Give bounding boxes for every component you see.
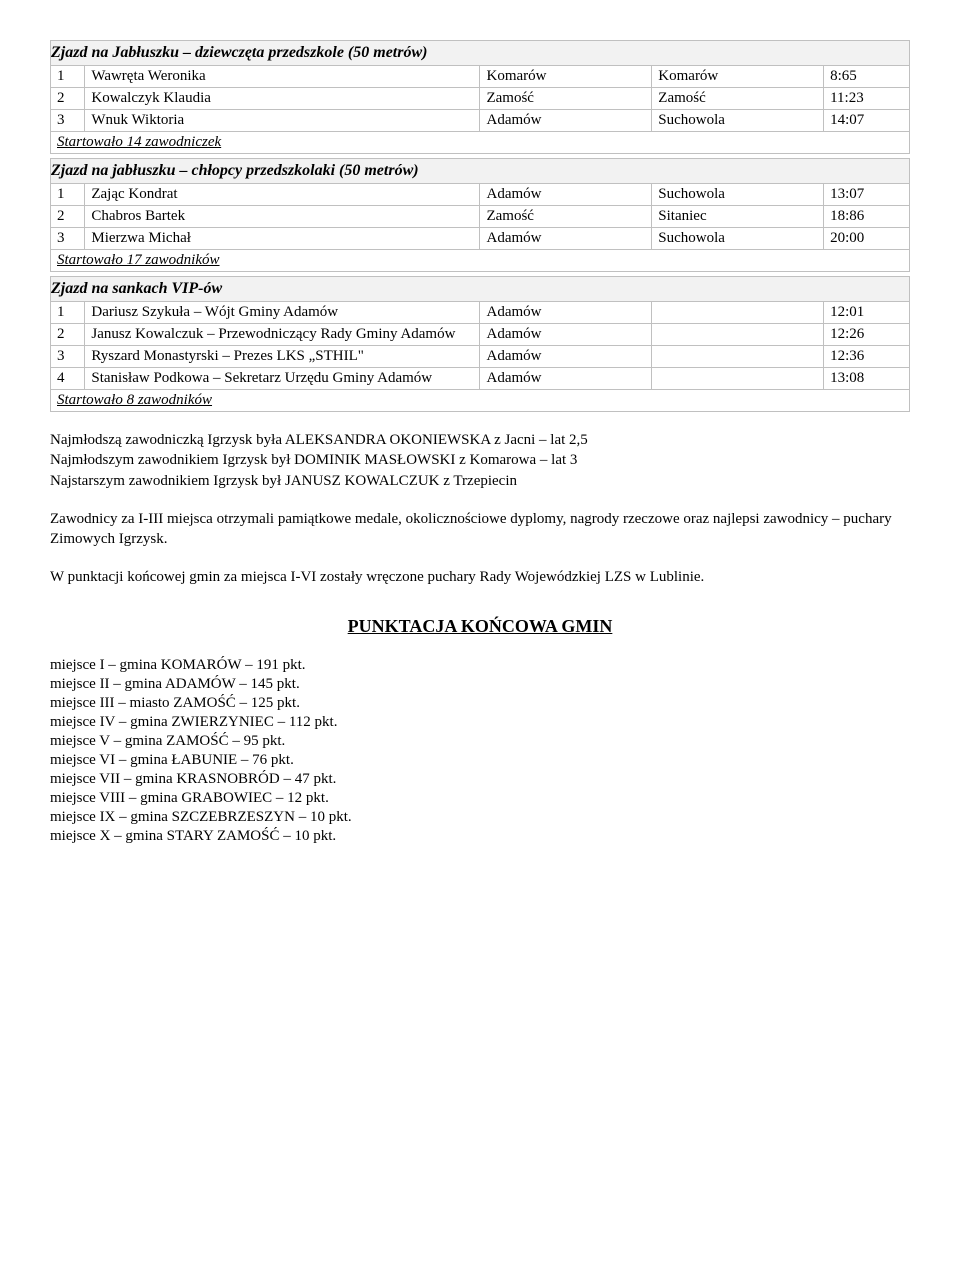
name-cell: Janusz Kowalczuk – Przewodniczący Rady G…: [85, 324, 480, 346]
time-cell: 12:01: [824, 302, 910, 324]
rank-cell: 3: [51, 346, 85, 368]
time-cell: 12:26: [824, 324, 910, 346]
rank-cell: 4: [51, 368, 85, 390]
city-cell: Komarów: [480, 66, 652, 88]
club-cell: Suchowola: [652, 184, 824, 206]
time-cell: 14:07: [824, 110, 910, 132]
rank-cell: 1: [51, 66, 85, 88]
club-cell: Suchowola: [652, 228, 824, 250]
section-title: Zjazd na jabłuszku – chłopcy przedszkola…: [51, 159, 910, 184]
name-cell: Wawręta Weronika: [85, 66, 480, 88]
results-table: Zjazd na sankach VIP-ów1Dariusz Szykuła …: [50, 276, 910, 412]
city-cell: Adamów: [480, 324, 652, 346]
club-cell: Sitaniec: [652, 206, 824, 228]
points-item: miejsce II – gmina ADAMÓW – 145 pkt.: [50, 676, 910, 693]
table-row: 3Mierzwa MichałAdamówSuchowola20:00: [51, 228, 910, 250]
rank-cell: 2: [51, 206, 85, 228]
points-item: miejsce I – gmina KOMARÓW – 191 pkt.: [50, 657, 910, 674]
rank-cell: 2: [51, 88, 85, 110]
summary-paragraph-1: Najmłodszą zawodniczką Igrzysk była ALEK…: [50, 430, 910, 491]
table-row: 1Wawręta WeronikaKomarówKomarów8:65: [51, 66, 910, 88]
name-cell: Wnuk Wiktoria: [85, 110, 480, 132]
city-cell: Adamów: [480, 346, 652, 368]
city-cell: Zamość: [480, 206, 652, 228]
summary-paragraph-3: W punktacji końcowej gmin za miejsca I-V…: [50, 567, 910, 587]
results-table: Zjazd na Jabłuszku – dziewczęta przedszk…: [50, 40, 910, 154]
city-cell: Zamość: [480, 88, 652, 110]
points-item: miejsce IX – gmina SZCZEBRZESZYN – 10 pk…: [50, 809, 910, 826]
points-item: miejsce IV – gmina ZWIERZYNIEC – 112 pkt…: [50, 714, 910, 731]
name-cell: Kowalczyk Klaudia: [85, 88, 480, 110]
points-item: miejsce V – gmina ZAMOŚĆ – 95 pkt.: [50, 733, 910, 750]
club-cell: Suchowola: [652, 110, 824, 132]
table-row: 1Zając KondratAdamówSuchowola13:07: [51, 184, 910, 206]
summary-paragraph-2: Zawodnicy za I-III miejsca otrzymali pam…: [50, 509, 910, 550]
section-footer: Startowało 8 zawodników: [51, 390, 910, 412]
table-row: 2Chabros BartekZamośćSitaniec18:86: [51, 206, 910, 228]
club-cell: [652, 346, 824, 368]
time-cell: 13:08: [824, 368, 910, 390]
time-cell: 20:00: [824, 228, 910, 250]
points-list: miejsce I – gmina KOMARÓW – 191 pkt. miej…: [50, 657, 910, 845]
time-cell: 11:23: [824, 88, 910, 110]
club-cell: [652, 368, 824, 390]
results-table: Zjazd na jabłuszku – chłopcy przedszkola…: [50, 158, 910, 272]
city-cell: Adamów: [480, 368, 652, 390]
section-title: Zjazd na Jabłuszku – dziewczęta przedszk…: [51, 41, 910, 66]
text-line: Najstarszym zawodnikiem Igrzysk był JANU…: [50, 473, 517, 489]
name-cell: Mierzwa Michał: [85, 228, 480, 250]
results-tables: Zjazd na Jabłuszku – dziewczęta przedszk…: [50, 40, 910, 412]
points-title: PUNKTACJA KOŃCOWA GMIN: [50, 616, 910, 637]
name-cell: Chabros Bartek: [85, 206, 480, 228]
rank-cell: 3: [51, 228, 85, 250]
name-cell: Stanisław Podkowa – Sekretarz Urzędu Gmi…: [85, 368, 480, 390]
table-row: 3Ryszard Monastyrski – Prezes LKS „STHIL…: [51, 346, 910, 368]
club-cell: Komarów: [652, 66, 824, 88]
club-cell: [652, 324, 824, 346]
table-row: 2Kowalczyk KlaudiaZamośćZamość11:23: [51, 88, 910, 110]
text-line: Najmłodszą zawodniczką Igrzysk była ALEK…: [50, 432, 588, 448]
name-cell: Zając Kondrat: [85, 184, 480, 206]
time-cell: 13:07: [824, 184, 910, 206]
points-item: miejsce VII – gmina KRASNOBRÓD – 47 pkt.: [50, 771, 910, 788]
city-cell: Adamów: [480, 184, 652, 206]
name-cell: Dariusz Szykuła – Wójt Gminy Adamów: [85, 302, 480, 324]
time-cell: 12:36: [824, 346, 910, 368]
rank-cell: 1: [51, 302, 85, 324]
points-item: miejsce III – miasto ZAMOŚĆ – 125 pkt.: [50, 695, 910, 712]
name-cell: Ryszard Monastyrski – Prezes LKS „STHIL": [85, 346, 480, 368]
rank-cell: 3: [51, 110, 85, 132]
table-row: 2Janusz Kowalczuk – Przewodniczący Rady …: [51, 324, 910, 346]
city-cell: Adamów: [480, 228, 652, 250]
points-item: miejsce VI – gmina ŁABUNIE – 76 pkt.: [50, 752, 910, 769]
time-cell: 8:65: [824, 66, 910, 88]
points-item: miejsce VIII – gmina GRABOWIEC – 12 pkt.: [50, 790, 910, 807]
club-cell: [652, 302, 824, 324]
text-line: W punktacji końcowej gmin za miejsca I-V…: [50, 569, 704, 585]
table-row: 4Stanisław Podkowa – Sekretarz Urzędu Gm…: [51, 368, 910, 390]
rank-cell: 1: [51, 184, 85, 206]
section-footer: Startowało 14 zawodniczek: [51, 132, 910, 154]
table-row: 1Dariusz Szykuła – Wójt Gminy AdamówAdam…: [51, 302, 910, 324]
text-line: Zawodnicy za I-III miejsca otrzymali pam…: [50, 511, 892, 547]
city-cell: Adamów: [480, 302, 652, 324]
club-cell: Zamość: [652, 88, 824, 110]
time-cell: 18:86: [824, 206, 910, 228]
table-row: 3Wnuk WiktoriaAdamówSuchowola14:07: [51, 110, 910, 132]
points-item: miejsce X – gmina STARY ZAMOŚĆ – 10 pkt.: [50, 828, 910, 845]
city-cell: Adamów: [480, 110, 652, 132]
rank-cell: 2: [51, 324, 85, 346]
section-title: Zjazd na sankach VIP-ów: [51, 277, 910, 302]
text-line: Najmłodszym zawodnikiem Igrzysk był DOMI…: [50, 452, 577, 468]
section-footer: Startowało 17 zawodników: [51, 250, 910, 272]
